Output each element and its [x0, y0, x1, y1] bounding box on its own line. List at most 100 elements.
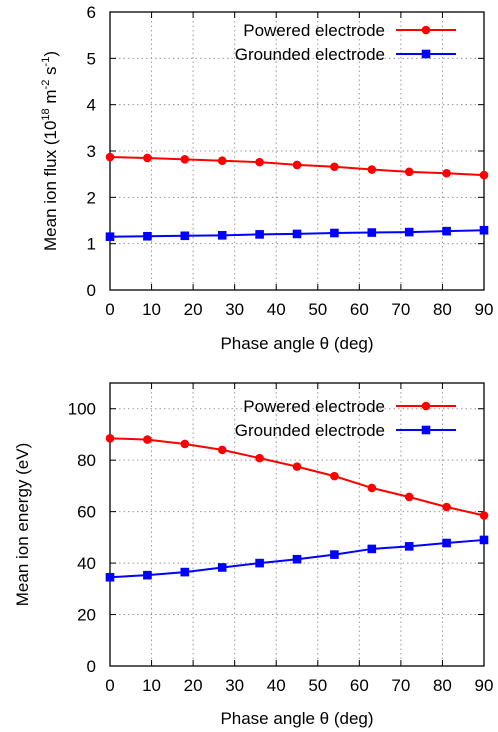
legend-entry: Grounded electrode: [235, 45, 456, 64]
series-grounded-electrode: [105, 535, 489, 582]
data-point: [442, 538, 451, 548]
data-point: [105, 572, 115, 582]
y-tick-label: 0: [87, 657, 96, 676]
data-point: [330, 550, 339, 559]
data-point: [217, 156, 227, 166]
y-tick-label: 80: [77, 451, 96, 470]
legend-label: Grounded electrode: [235, 421, 385, 440]
data-point: [255, 157, 264, 167]
y-axis-title-part: m: [41, 89, 60, 108]
data-point: [479, 225, 489, 235]
y-tick-label: 60: [77, 503, 96, 522]
x-tick-label: 90: [475, 300, 494, 319]
data-point: [105, 232, 115, 242]
y-tick-label: 1: [87, 235, 96, 254]
data-point: [255, 558, 264, 568]
series-grounded-electrode: [105, 225, 489, 242]
y-axis-title-part: Mean ion flux (10: [41, 121, 60, 251]
data-point: [330, 162, 339, 172]
x-tick-label: 40: [267, 300, 286, 319]
x-tick-label: 70: [391, 300, 410, 319]
y-tick-label: 40: [77, 554, 96, 573]
data-point: [180, 567, 190, 577]
data-point: [143, 570, 152, 580]
legend-entry: Grounded electrode: [235, 421, 456, 440]
data-point: [180, 155, 190, 164]
data-point: [367, 483, 377, 493]
y-axis-title: Mean ion flux (1018 m-2 s-1): [40, 51, 60, 251]
legend-marker: [421, 25, 431, 35]
data-point: [367, 165, 377, 174]
x-tick-label: 60: [350, 300, 369, 319]
x-tick-label: 0: [105, 300, 114, 319]
data-point: [292, 160, 302, 170]
data-point: [255, 230, 264, 239]
x-tick-label: 0: [105, 676, 114, 695]
data-point: [105, 434, 115, 443]
data-point: [255, 453, 264, 463]
plot-frame: [109, 11, 485, 291]
x-tick-label: 30: [225, 676, 244, 695]
data-point: [143, 153, 152, 163]
legend-entry: Powered electrode: [243, 397, 456, 416]
data-point: [404, 542, 414, 551]
data-point: [442, 226, 451, 236]
legend-marker: [421, 49, 431, 59]
legend-label: Powered electrode: [243, 21, 385, 40]
y-axis-title-part: s: [41, 66, 60, 79]
data-point: [442, 502, 451, 512]
data-point: [367, 228, 377, 237]
legend-label: Powered electrode: [243, 397, 385, 416]
data-point: [442, 168, 451, 178]
data-point: [404, 167, 414, 177]
data-point: [292, 462, 302, 471]
x-tick-label: 70: [391, 676, 410, 695]
y-tick-label: 5: [87, 49, 96, 68]
x-tick-label: 90: [475, 676, 494, 695]
x-tick-label: 20: [184, 676, 203, 695]
x-tick-label: 30: [225, 300, 244, 319]
series-line: [109, 437, 485, 517]
legend-marker: [421, 425, 431, 435]
y-tick-label: 2: [87, 188, 96, 207]
y-tick-label: 20: [77, 606, 96, 625]
data-point: [180, 439, 190, 449]
x-tick-label: 80: [433, 676, 452, 695]
data-point: [404, 492, 414, 502]
legend-entry: Powered electrode: [243, 21, 456, 40]
data-point: [292, 554, 302, 564]
x-tick-label: 40: [267, 676, 286, 695]
data-point: [143, 231, 152, 241]
y-tick-label: 3: [87, 142, 96, 161]
data-point: [217, 445, 227, 455]
y-axis-title-part: -1: [40, 57, 52, 67]
y-axis-title-part: Mean ion energy (eV): [13, 443, 32, 606]
data-point: [479, 170, 489, 180]
y-tick-label: 100: [68, 400, 96, 419]
legend-label: Grounded electrode: [235, 45, 385, 64]
x-tick-label: 20: [184, 300, 203, 319]
x-tick-label: 50: [308, 300, 327, 319]
y-axis-title-part: 18: [40, 108, 52, 120]
y-tick-label: 0: [87, 281, 96, 300]
data-point: [330, 471, 339, 481]
y-axis-title-part: -2: [40, 80, 52, 90]
x-tick-label: 50: [308, 676, 327, 695]
data-point: [479, 511, 489, 520]
data-point: [217, 563, 227, 572]
y-axis-title-part: ): [41, 51, 60, 57]
data-point: [217, 231, 227, 240]
y-tick-label: 6: [87, 3, 96, 22]
x-tick-label: 60: [350, 676, 369, 695]
data-point: [292, 229, 302, 239]
y-axis-title: Mean ion energy (eV): [13, 443, 32, 606]
data-point: [479, 535, 489, 545]
data-point: [180, 231, 190, 241]
x-axis-title: Phase angle θ (deg): [220, 334, 373, 353]
data-point: [143, 435, 152, 444]
x-axis-title: Phase angle θ (deg): [220, 709, 373, 728]
y-tick-label: 4: [87, 96, 96, 115]
x-tick-label: 10: [142, 676, 161, 695]
x-tick-label: 10: [142, 300, 161, 319]
